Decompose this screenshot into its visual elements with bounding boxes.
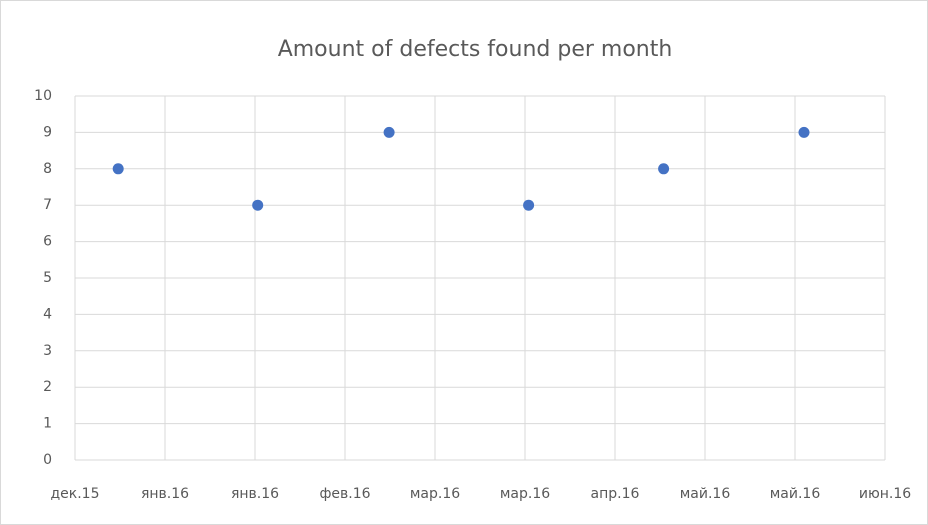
point: [798, 126, 810, 138]
point: [112, 163, 124, 175]
x-tick-label: мар.16: [410, 486, 460, 502]
y-tick-label: 8: [43, 161, 52, 177]
y-tick-label: 0: [43, 452, 52, 468]
x-tick-label: фев.16: [319, 486, 370, 502]
x-tick-label: июн.16: [859, 486, 911, 502]
y-tick-label: 9: [43, 124, 52, 140]
point: [523, 199, 535, 211]
y-tick-label: 1: [43, 416, 52, 432]
point: [383, 126, 395, 138]
x-tick-label: апр.16: [591, 486, 640, 502]
x-tick-label: май.16: [770, 486, 821, 502]
x-tick-label: май.16: [680, 486, 731, 502]
point: [252, 199, 264, 211]
y-tick-label: 2: [43, 379, 52, 395]
y-tick-label: 5: [43, 270, 52, 286]
y-tick-label: 4: [43, 306, 52, 322]
y-tick-label: 7: [43, 197, 52, 213]
point: [658, 163, 670, 175]
y-tick-label: 3: [43, 343, 52, 359]
x-tick-label: янв.16: [231, 486, 279, 502]
x-tick-label: мар.16: [500, 486, 550, 502]
y-tick-label: 6: [43, 234, 52, 250]
y-tick-label: 10: [34, 88, 52, 104]
x-tick-label: янв.16: [141, 486, 189, 502]
chart-title: Amount of defects found per month: [278, 37, 673, 62]
x-tick-label: дек.15: [50, 486, 99, 502]
